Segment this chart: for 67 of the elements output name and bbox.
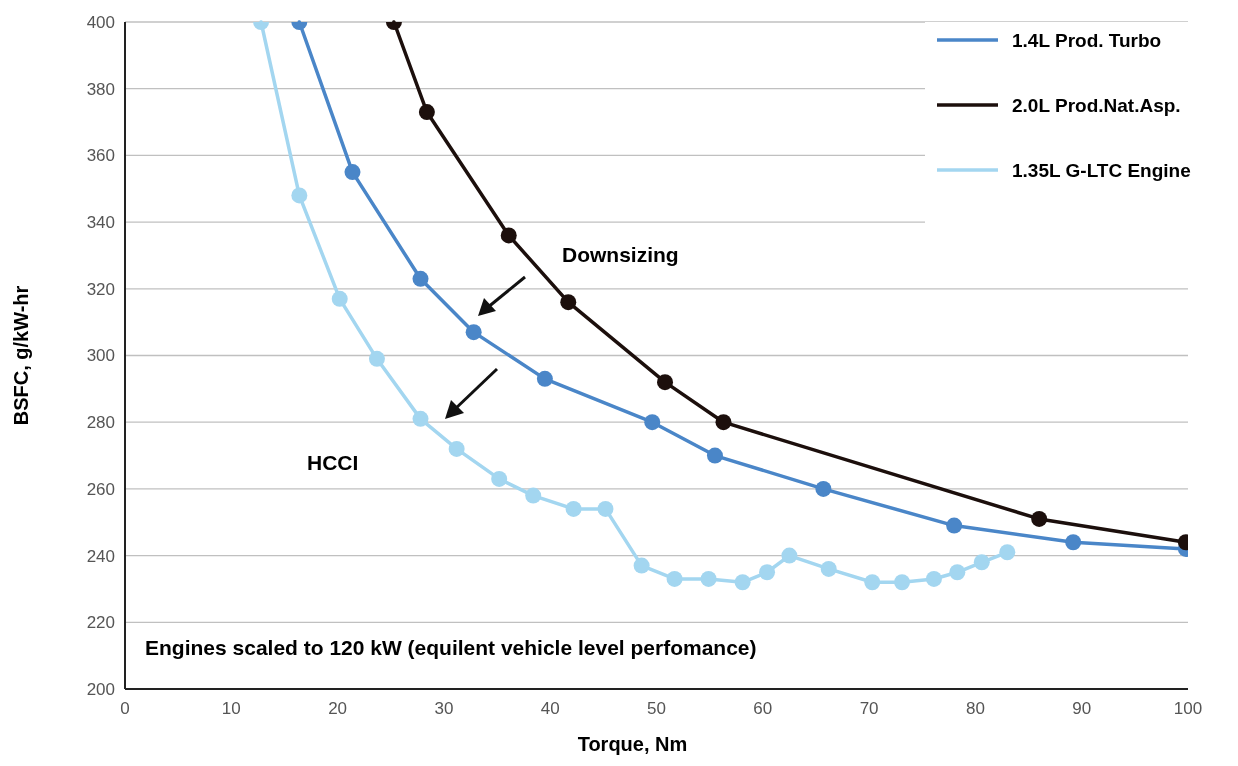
x-tick-label: 0 bbox=[120, 699, 130, 718]
point bbox=[715, 414, 732, 431]
y-tick-label: 200 bbox=[86, 679, 115, 699]
point bbox=[644, 414, 661, 431]
point bbox=[412, 270, 429, 287]
point bbox=[465, 324, 482, 341]
legend-label: 2.0L Prod.Nat.Asp. bbox=[1012, 94, 1181, 116]
point bbox=[597, 500, 614, 517]
x-tick-label: 50 bbox=[647, 699, 666, 718]
y-tick-label: 220 bbox=[86, 613, 115, 633]
point bbox=[1065, 534, 1082, 551]
point bbox=[949, 564, 966, 581]
point bbox=[973, 554, 990, 571]
annotation: Engines scaled to 120 kW (equilent vehicle level perfomance) bbox=[145, 636, 757, 659]
y-axis-title: BSFC, g/kW-hr bbox=[10, 285, 32, 426]
point bbox=[331, 290, 348, 307]
x-tick-label: 70 bbox=[859, 699, 879, 718]
point bbox=[418, 104, 435, 121]
y-tick-label: 320 bbox=[86, 279, 115, 299]
point bbox=[344, 164, 361, 181]
x-tick-label: 40 bbox=[540, 699, 560, 718]
point bbox=[759, 564, 776, 581]
point bbox=[706, 447, 723, 464]
x-tick-label: 80 bbox=[965, 699, 985, 718]
y-tick-label: 300 bbox=[86, 346, 115, 366]
annotation: Downsizing bbox=[562, 243, 679, 266]
y-tick-label: 240 bbox=[86, 546, 115, 566]
x-tick-label: 20 bbox=[328, 699, 348, 718]
annotation: HCCI bbox=[307, 451, 359, 474]
point bbox=[657, 374, 673, 391]
x-tick-label: 10 bbox=[221, 699, 241, 718]
point bbox=[368, 350, 385, 367]
point bbox=[700, 570, 717, 587]
point bbox=[999, 544, 1016, 561]
point bbox=[666, 570, 683, 587]
point bbox=[864, 574, 881, 591]
point bbox=[525, 487, 542, 504]
x-tick-label: 100 bbox=[1173, 699, 1203, 718]
point bbox=[946, 517, 963, 534]
point bbox=[291, 187, 308, 204]
legend-label: 1.35L G-LTC Engine bbox=[1012, 159, 1191, 181]
y-tick-label: 360 bbox=[86, 146, 115, 166]
y-tick-label: 260 bbox=[86, 479, 115, 499]
point bbox=[815, 480, 832, 497]
point bbox=[565, 500, 582, 517]
point bbox=[925, 570, 942, 587]
point bbox=[448, 440, 465, 457]
legend-label: 1.4L Prod. Turbo bbox=[1012, 29, 1162, 51]
y-tick-label: 400 bbox=[86, 12, 115, 32]
point bbox=[820, 560, 837, 577]
point bbox=[500, 227, 517, 244]
x-axis-title: Torque, Nm bbox=[577, 733, 688, 755]
point bbox=[536, 370, 553, 387]
point bbox=[560, 294, 577, 311]
point bbox=[734, 574, 751, 591]
y-tick-label: 340 bbox=[86, 213, 115, 233]
y-tick-label: 280 bbox=[86, 413, 115, 433]
x-tick-label: 90 bbox=[1072, 699, 1092, 718]
point bbox=[894, 574, 911, 591]
point bbox=[1031, 510, 1048, 527]
point bbox=[491, 470, 508, 487]
x-tick-label: 30 bbox=[434, 699, 454, 718]
point bbox=[412, 410, 429, 427]
x-tick-label: 60 bbox=[753, 699, 773, 718]
point bbox=[781, 547, 798, 564]
point bbox=[633, 557, 650, 574]
y-tick-label: 380 bbox=[86, 79, 115, 99]
